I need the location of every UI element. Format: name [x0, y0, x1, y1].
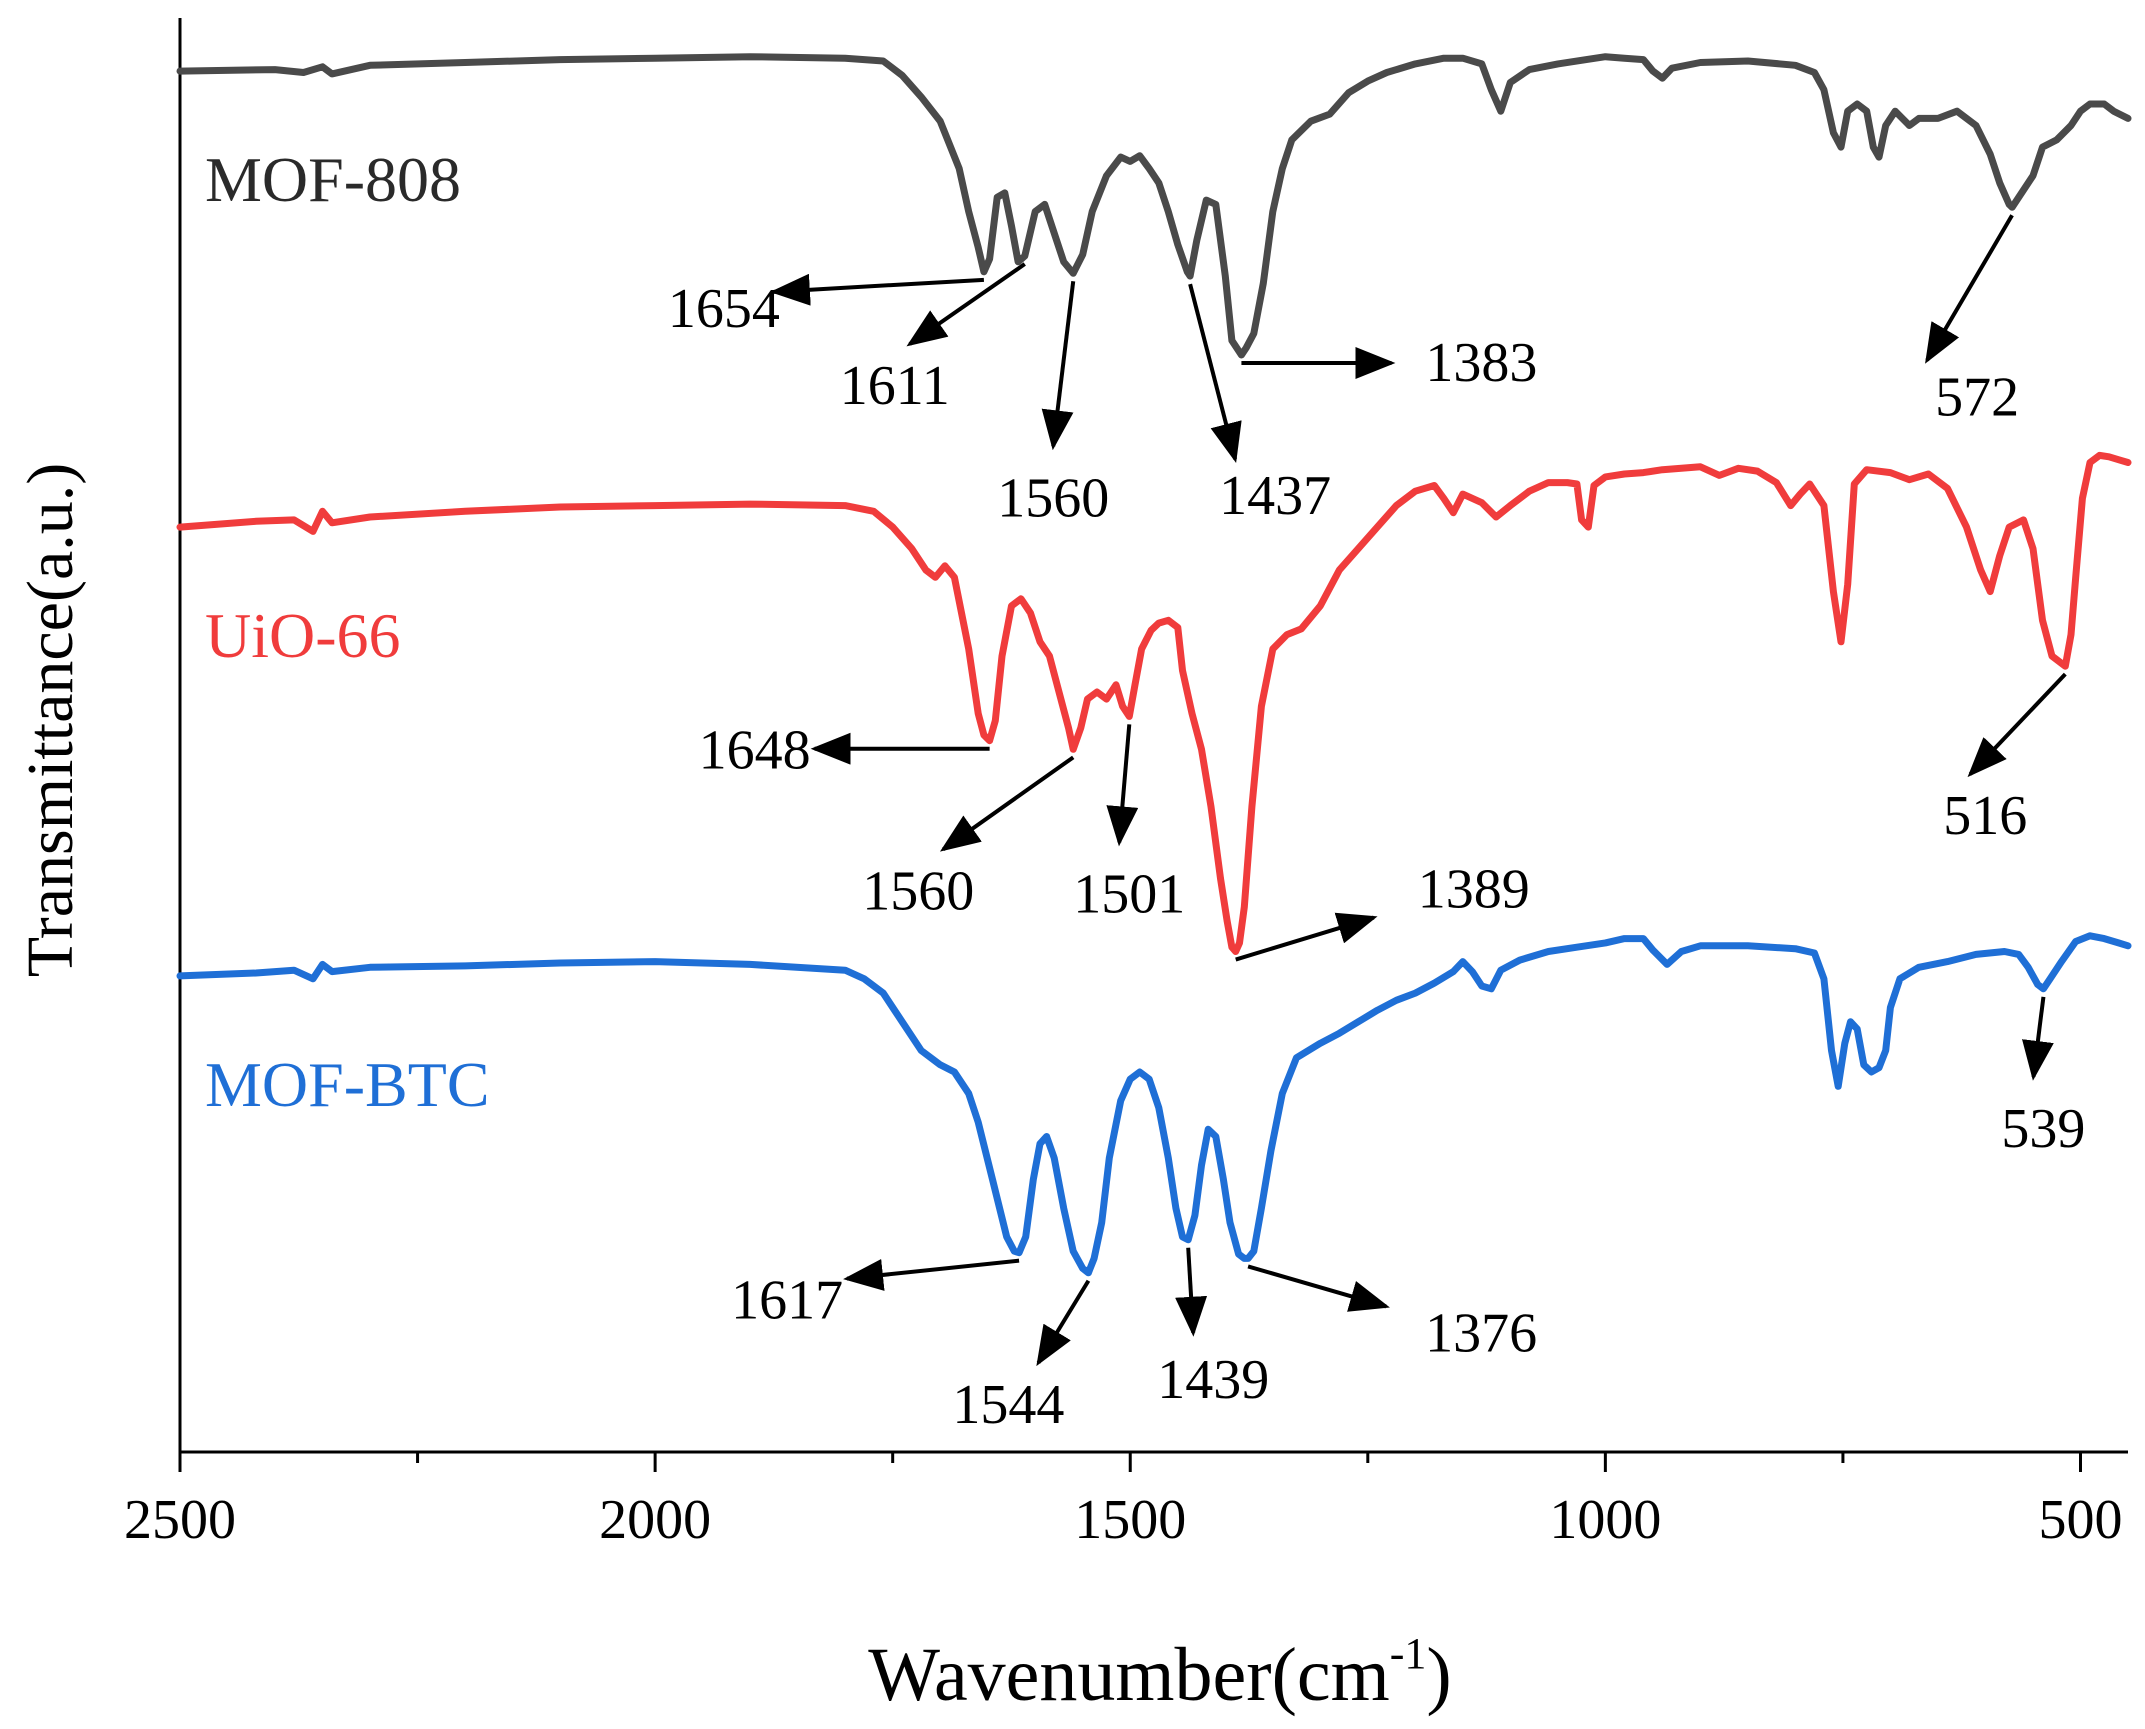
peak-label: 1544: [952, 1374, 1064, 1436]
x-axis-title-close: ): [1426, 1633, 1451, 1717]
peak-label: 1560: [997, 467, 1109, 529]
series-line-mof-btc: [176, 932, 2132, 1277]
peak-arrow: [1175, 1247, 1208, 1337]
peak-arrow: [1106, 724, 1139, 847]
x-axis-title-main: Wavenumber(cm: [868, 1633, 1389, 1717]
x-axis-title-sup: -1: [1390, 1629, 1427, 1678]
series-line-mof-808: [176, 53, 2132, 359]
x-tick-label: 2500: [124, 1489, 236, 1551]
peak-label: 1389: [1418, 859, 1530, 921]
peak-arrow: [906, 262, 1026, 347]
peak-arrow: [2022, 996, 2054, 1081]
annotation-layer: 1654 1611 1560 1437 1383 572 1648 1560 1501 1389 5…: [668, 214, 2085, 1436]
plot-frame: [178, 18, 2128, 1454]
x-axis-title: Wavenumber(cm-1): [868, 1629, 1451, 1717]
peak-label: 572: [1935, 366, 2019, 428]
peak-arrow: [769, 273, 985, 306]
peak-label: 1617: [731, 1270, 843, 1332]
series-line-uio-66: [176, 451, 2132, 955]
series-label-mof-808: MOF-808: [205, 144, 461, 215]
y-axis-title: Transmittance(a.u.): [14, 463, 87, 977]
peak-arrow: [1188, 283, 1242, 463]
peak-arrow: [1041, 281, 1076, 451]
peak-label: 1439: [1157, 1349, 1269, 1411]
peak-label: 1560: [862, 860, 974, 922]
series-layer: [176, 53, 2132, 1277]
peak-label: 1376: [1425, 1302, 1537, 1364]
peak-arrow: [1235, 912, 1378, 962]
series-label-layer: MOF-808 UiO-66 MOF-BTC: [205, 144, 490, 1120]
peak-arrow: [843, 1258, 1020, 1291]
peak-label: 1654: [668, 278, 780, 340]
peak-arrow: [939, 755, 1075, 852]
peak-label: 1383: [1425, 332, 1537, 394]
peak-arrow: [1036, 1279, 1091, 1367]
peak-label: 1648: [699, 720, 811, 782]
series-label-mof-btc: MOF-BTC: [205, 1049, 490, 1120]
x-axis: 2500 2000 1500 1000 500: [124, 1452, 2122, 1551]
peak-label: 1437: [1219, 465, 1331, 527]
x-tick-label: 2000: [599, 1489, 711, 1551]
peak-label: 516: [1943, 785, 2027, 847]
peak-arrow: [1967, 672, 2067, 778]
peak-label: 1501: [1073, 863, 1185, 925]
x-tick-label: 500: [2038, 1489, 2122, 1551]
x-tick-label: 1000: [1549, 1489, 1661, 1551]
peak-arrow: [1925, 214, 2014, 364]
series-label-uio-66: UiO-66: [205, 600, 401, 671]
peak-arrow: [1247, 1264, 1390, 1312]
x-tick-label: 1500: [1074, 1489, 1186, 1551]
peak-label: 1611: [840, 355, 950, 417]
peak-label: 539: [2001, 1098, 2085, 1160]
